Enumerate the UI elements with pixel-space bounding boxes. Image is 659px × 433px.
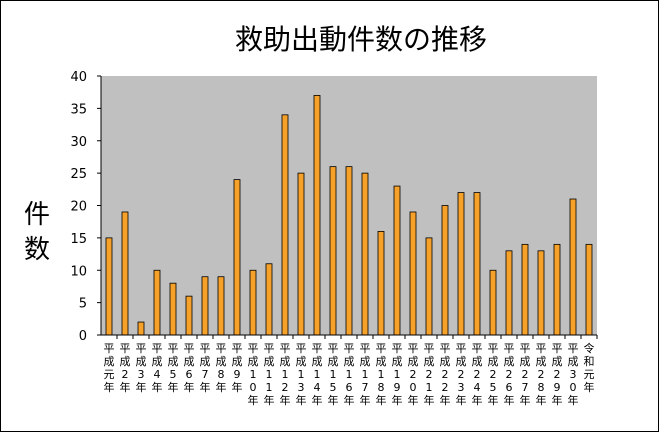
bar xyxy=(217,276,225,336)
bar xyxy=(585,243,593,336)
x-tick-label: 平成 2 8 年 xyxy=(536,342,547,407)
x-tick-label: 平成 2 7 年 xyxy=(520,342,531,407)
bar xyxy=(473,192,481,336)
x-tick-label: 平成 2 年 xyxy=(120,342,131,394)
y-tick-label: 5 xyxy=(79,297,87,312)
x-tick-label: 平成 2 2 年 xyxy=(440,342,451,407)
bar xyxy=(233,179,241,336)
x-tick-label: 平成 4 年 xyxy=(152,342,163,394)
bar xyxy=(169,282,177,336)
y-tick-label: 10 xyxy=(70,264,87,279)
y-tick-label: 40 xyxy=(70,70,87,85)
bar xyxy=(393,185,401,336)
x-tick-label: 平成 1 9 年 xyxy=(392,342,403,407)
x-tick-label: 平成 3 年 xyxy=(136,342,147,394)
bar xyxy=(297,172,305,336)
y-tick-label: 0 xyxy=(79,329,87,344)
y-tick-label: 35 xyxy=(70,102,87,117)
bar xyxy=(505,250,513,336)
x-tick-label: 平成 3 0 年 xyxy=(568,342,579,407)
x-tick-label: 平成 8 年 xyxy=(216,342,227,394)
x-tick-label: 平成 1 5 年 xyxy=(328,342,339,407)
bar xyxy=(553,243,561,336)
x-tick-label: 令和元年 xyxy=(584,341,595,394)
bar xyxy=(249,269,257,336)
y-tick-label: 15 xyxy=(70,232,87,247)
bar xyxy=(425,237,433,336)
x-tick-label: 平成 2 4 年 xyxy=(472,342,483,407)
bar xyxy=(329,166,337,336)
bar xyxy=(409,211,417,336)
x-tick-label: 平成 2 3 年 xyxy=(456,342,467,407)
x-tick-label: 平成 2 0 年 xyxy=(408,342,419,407)
x-tick-label: 平成 2 1 年 xyxy=(424,342,435,407)
x-tick-label: 平成 9 年 xyxy=(232,342,243,394)
bar xyxy=(377,230,385,336)
bar xyxy=(201,276,209,336)
x-tick-label: 平成 1 7 年 xyxy=(360,342,371,407)
x-tick-label: 平成元年 xyxy=(104,342,115,394)
x-tick-label: 平成 2 6 年 xyxy=(504,342,515,407)
y-tick-label: 30 xyxy=(70,135,87,150)
x-tick-label: 平成 1 1 年 xyxy=(264,342,275,407)
chart-title: 救助出動件数の推移 xyxy=(235,23,487,56)
bar xyxy=(105,237,113,336)
y-tick-label: 25 xyxy=(70,167,87,182)
x-tick-label: 平成 2 9 年 xyxy=(552,342,563,407)
x-tick-label: 平成 1 8 年 xyxy=(376,342,387,407)
x-tick-label: 平成 1 2 年 xyxy=(280,342,291,407)
bar xyxy=(361,172,369,336)
bar xyxy=(457,192,465,336)
bar xyxy=(441,205,449,336)
bar xyxy=(537,250,545,336)
bar xyxy=(121,211,129,336)
x-tick-label: 平成 1 4 年 xyxy=(312,342,323,407)
x-tick-label: 平成 1 3 年 xyxy=(296,342,307,407)
x-tick-label: 平成 7 年 xyxy=(200,342,211,394)
bar xyxy=(345,166,353,336)
x-tick-label: 平成 1 6 年 xyxy=(344,342,355,407)
bar xyxy=(521,243,529,336)
bar xyxy=(281,114,289,336)
x-tick-label: 平成 1 0 年 xyxy=(248,342,259,407)
x-tick-label: 平成 5 年 xyxy=(168,342,179,394)
y-axis-label-char: 件 xyxy=(24,200,50,230)
x-tick-label: 平成 6 年 xyxy=(184,342,195,394)
x-tick-label: 平成 2 5 年 xyxy=(488,342,499,407)
bar xyxy=(569,198,577,336)
bar xyxy=(265,263,273,336)
bar xyxy=(489,269,497,336)
y-tick-label: 20 xyxy=(70,200,87,215)
y-axis-label: 件数 xyxy=(24,200,50,265)
y-axis-label-char: 数 xyxy=(24,235,50,265)
y-axis-ticks: 0 5 10 15 20 25 30 35 40 xyxy=(70,70,101,344)
bar xyxy=(137,321,145,336)
bar xyxy=(153,269,161,336)
bar xyxy=(185,295,193,336)
bar xyxy=(313,95,321,336)
